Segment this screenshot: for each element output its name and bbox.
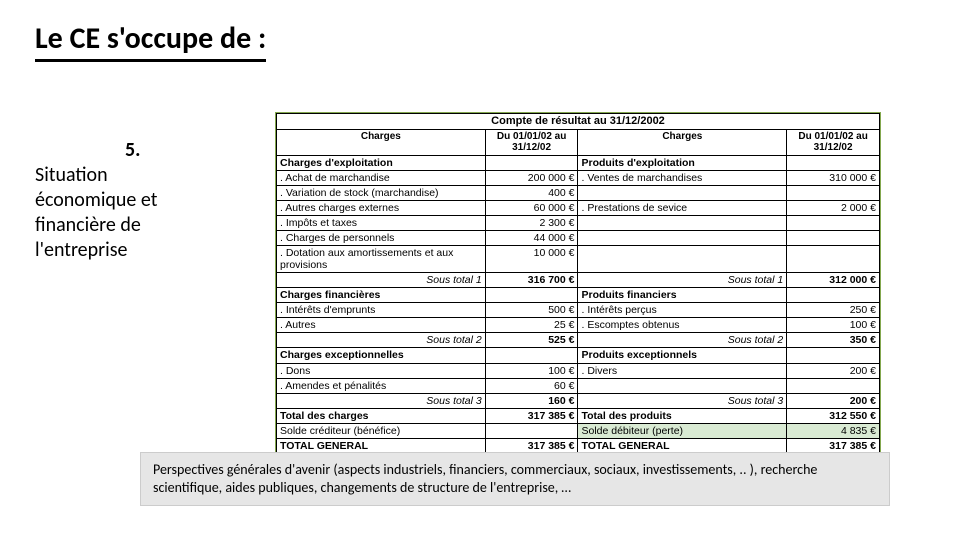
- section-text: Situation économique et financière de l'…: [35, 163, 205, 263]
- page-title: Le CE s'occupe de :: [35, 20, 266, 62]
- section-number: 5.: [125, 138, 205, 163]
- footer-note: Perspectives générales d'avenir (aspects…: [140, 452, 890, 506]
- income-statement-table: Compte de résultat au 31/12/2002 Charges…: [275, 112, 881, 455]
- left-caption: 5. Situation économique et financière de…: [35, 138, 205, 263]
